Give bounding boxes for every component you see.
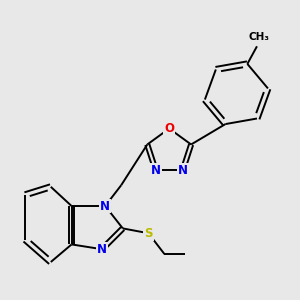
Text: N: N xyxy=(178,164,188,177)
Text: N: N xyxy=(151,164,161,177)
Text: N: N xyxy=(97,243,107,256)
Text: O: O xyxy=(164,122,174,135)
Text: S: S xyxy=(144,227,153,240)
Text: N: N xyxy=(100,200,110,212)
Text: CH₃: CH₃ xyxy=(248,32,269,42)
